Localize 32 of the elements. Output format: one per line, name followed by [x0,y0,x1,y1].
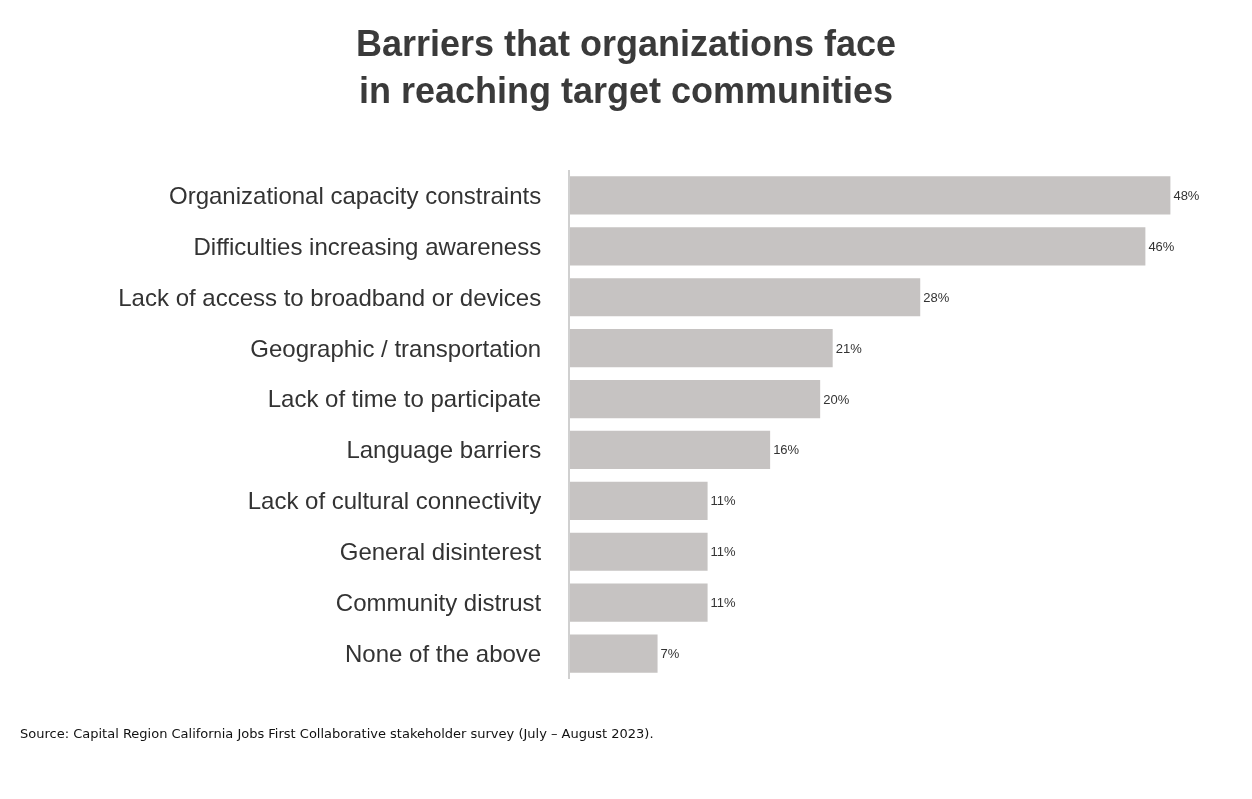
source-note: Source: Capital Region California Jobs First Collaborative stakeholder survey (July – August 2023). [20,726,654,741]
y-tick-label: Lack of cultural connectivity [247,487,542,515]
bar [570,379,821,419]
data-label: 7% [660,646,680,662]
bar [570,278,921,317]
y-tick-label: Difficulties increasing awareness [193,232,542,260]
bar [570,430,771,470]
data-label: 46% [1148,238,1175,254]
bar [570,583,708,622]
chart-title: Barriers that organizations face in reaching target communities [355,22,897,111]
bar [570,329,833,368]
y-tick-label: General disinterest [339,538,542,566]
data-label: 11% [710,595,737,611]
data-label: 21% [835,340,863,356]
y-tick-label: Language barriers [346,436,542,464]
bar [570,481,708,520]
y-tick-label: Lack of time to participate [267,385,542,413]
data-label: 48% [1173,187,1200,203]
bar [570,176,1171,215]
y-tick-label: Geographic / transportation [250,334,542,362]
y-tick-label: None of the above [345,639,542,667]
data-label: 16% [773,442,800,458]
data-label: 28% [923,289,950,305]
y-tick-label: Community distrust [335,589,542,617]
data-label: 11% [710,493,737,509]
y-tick-label: Organizational capacity constraints [169,181,542,209]
y-tick-label: Lack of access to broadband or devices [118,283,542,311]
bar [570,634,658,673]
bar [570,532,708,571]
data-label: 11% [710,544,737,560]
data-label: 20% [823,391,850,407]
bar [570,227,1146,266]
